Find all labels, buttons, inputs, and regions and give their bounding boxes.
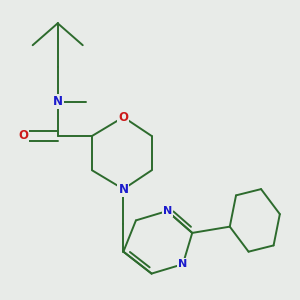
Text: O: O [118,111,128,124]
Text: N: N [53,95,63,108]
Text: N: N [178,259,188,269]
Text: O: O [18,129,28,142]
Text: N: N [163,206,172,216]
Text: N: N [118,183,128,196]
